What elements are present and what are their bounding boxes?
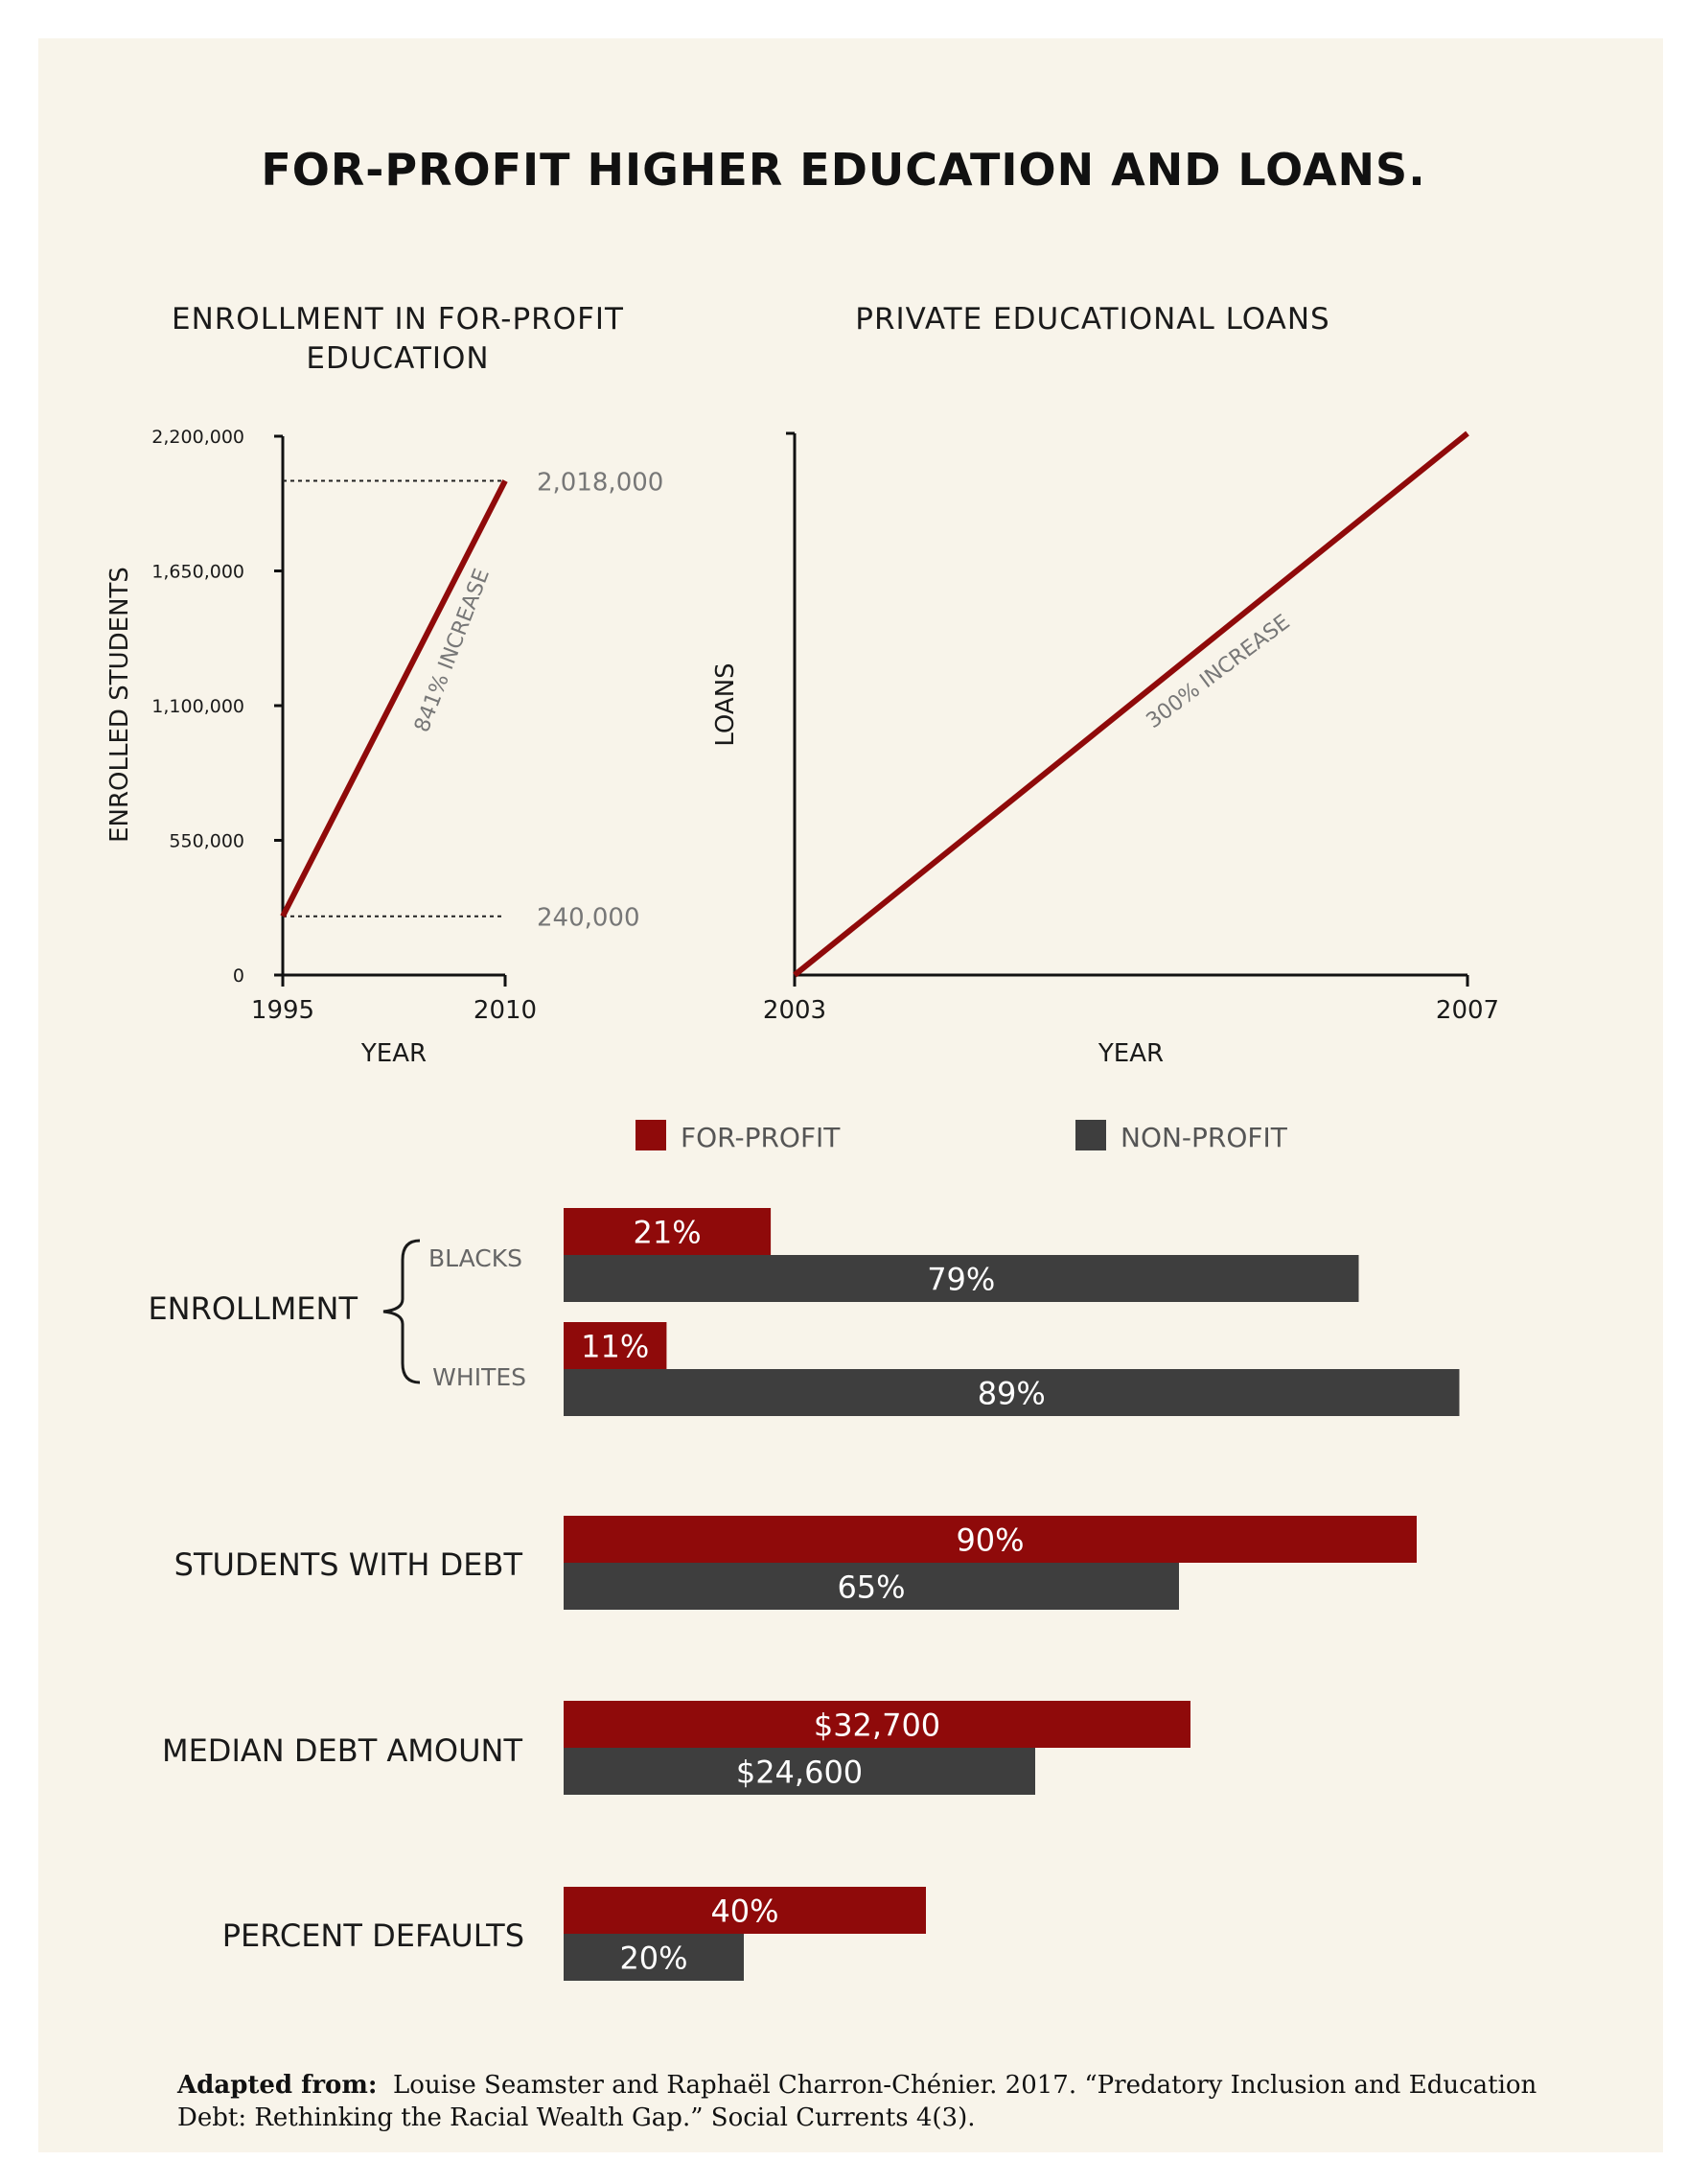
loans-x-axis-label: YEAR — [1098, 1039, 1164, 1068]
median-debt-non-profit-bar — [564, 1748, 1035, 1795]
subgroup-label-whites: WHITES — [432, 1363, 526, 1391]
median-debt-non-profit-value-label: $24,600 — [736, 1754, 863, 1791]
legend-swatch-non-profit — [1075, 1120, 1106, 1150]
percent-defaults-non-profit-value-label: 20% — [619, 1940, 687, 1977]
enrollment-x-tick-label: 2010 — [474, 996, 537, 1025]
median-debt-for-profit-value-label: $32,700 — [814, 1708, 940, 1744]
students-with-debt-non-profit-bar — [564, 1563, 1179, 1610]
students-with-debt-for-profit-value-label: 90% — [956, 1522, 1024, 1559]
enrollment-chart-title: ENROLLMENT IN FOR-PROFIT EDUCATION — [171, 302, 624, 376]
paper-background — [38, 38, 1663, 2152]
enrollment-whites-non-profit-bar — [564, 1369, 1460, 1416]
loans-line-chart: 2003 2007 LOANS YEAR 300% INCREASE — [711, 430, 1499, 1068]
loans-x-tick-label: 2007 — [1436, 996, 1499, 1025]
enrollment-x-tick-label: 1995 — [251, 996, 314, 1025]
loans-chart-title: PRIVATE EDUCATIONAL LOANS — [855, 302, 1330, 337]
enrollment-whites-for-profit-bar — [564, 1322, 667, 1369]
legend-swatch-for-profit — [636, 1120, 666, 1150]
page-title: FOR-PROFIT HIGHER EDUCATION AND LOANS. — [261, 144, 1426, 196]
enrollment-series-line — [280, 479, 508, 918]
legend-label-non-profit: NON-PROFIT — [1121, 1122, 1288, 1153]
enrollment-y-tick-label: 0 — [233, 965, 244, 987]
category-label-students-with-debt: STUDENTS WITH DEBT — [174, 1546, 523, 1583]
students-with-debt-for-profit-bar — [564, 1516, 1417, 1563]
citation: Adapted from: Louise Seamster and Raphaë… — [177, 2069, 1538, 2134]
percent-defaults-for-profit-value-label: 40% — [710, 1894, 778, 1930]
enrollment-y-tick-label: 550,000 — [169, 831, 244, 852]
enrollment-blacks-non-profit-value-label: 79% — [927, 1262, 995, 1298]
enrollment-whites-non-profit-value-label: 89% — [978, 1376, 1046, 1412]
enrollment-blacks-for-profit-bar — [564, 1208, 772, 1255]
enrollment-blacks-non-profit-bar — [564, 1255, 1359, 1302]
loans-series-line — [793, 430, 1469, 978]
enrollment-point-label: 2,018,000 — [537, 468, 663, 497]
enrollment-increase-annotation: 841% INCREASE — [410, 566, 495, 735]
category-label-percent-defaults: PERCENT DEFAULTS — [222, 1917, 524, 1954]
percent-defaults-for-profit-bar — [564, 1887, 926, 1934]
enrollment-whites-for-profit-value-label: 11% — [581, 1329, 649, 1365]
citation-text: Louise Seamster and Raphaël Charron-Chén… — [177, 2071, 1537, 2132]
percent-defaults-non-profit-bar — [564, 1934, 744, 1981]
citation-label: Adapted from: — [177, 2071, 378, 2100]
loans-x-tick-label: 2003 — [763, 996, 826, 1025]
enrollment-brace — [382, 1239, 421, 1384]
category-label-enrollment: ENROLLMENT — [148, 1290, 358, 1327]
enrollment-x-axis-label: YEAR — [360, 1039, 427, 1068]
enrollment-blacks-for-profit-value-label: 21% — [633, 1215, 701, 1251]
enrollment-y-axis-label: ENROLLED STUDENTS — [105, 567, 134, 843]
enrollment-y-tick-label: 1,650,000 — [151, 562, 244, 583]
enrollment-point-label: 240,000 — [537, 904, 640, 933]
median-debt-for-profit-bar — [564, 1701, 1190, 1748]
legend: FOR-PROFIT NON-PROFIT — [636, 1120, 1288, 1153]
category-label-median-debt: MEDIAN DEBT AMOUNT — [162, 1732, 522, 1769]
comparison-bar-chart: ENROLLMENT BLACKS WHITES STUDENTS WITH D… — [148, 1208, 1460, 1981]
subgroup-label-blacks: BLACKS — [428, 1244, 522, 1272]
loans-increase-annotation: 300% INCREASE — [1143, 611, 1295, 733]
loans-y-axis-label: LOANS — [711, 662, 740, 746]
enrollment-y-tick-label: 2,200,000 — [151, 427, 244, 448]
enrollment-y-tick-label: 1,100,000 — [151, 696, 244, 717]
students-with-debt-non-profit-value-label: 65% — [837, 1569, 905, 1606]
enrollment-line-chart: 0 550,000 1,100,000 1,650,000 2,200,000 1995… — [105, 427, 663, 1068]
legend-label-for-profit: FOR-PROFIT — [681, 1122, 841, 1153]
